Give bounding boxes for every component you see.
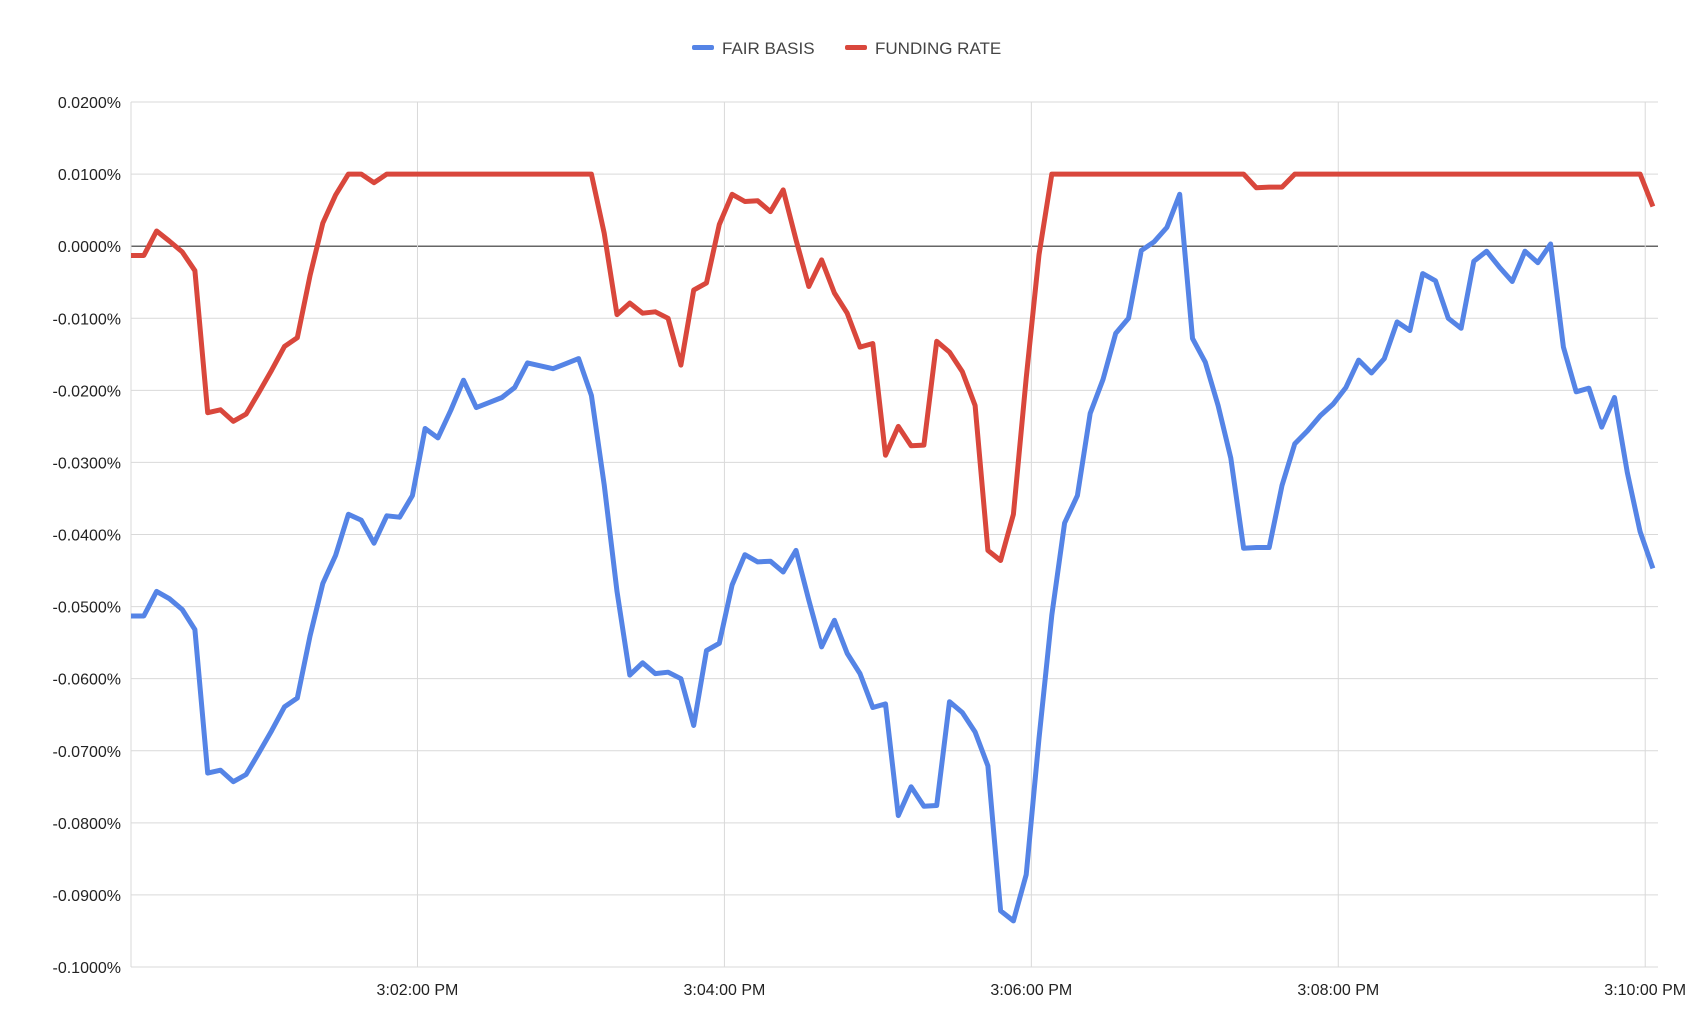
y-tick-label: -0.0800% — [53, 816, 122, 833]
y-tick-label: -0.0200% — [53, 383, 122, 400]
y-tick-label: -0.0900% — [53, 888, 122, 905]
legend: FAIR BASIS FUNDING RATE — [692, 39, 1001, 58]
y-tick-label: -0.0500% — [53, 600, 122, 617]
legend-label-funding-rate: FUNDING RATE — [875, 39, 1001, 58]
legend-swatch-fair-basis — [692, 45, 714, 50]
series-line-funding-rate[interactable] — [131, 171, 1656, 563]
series-layer — [131, 171, 1656, 924]
grid — [130, 101, 1658, 968]
y-tick-label: -0.0600% — [53, 672, 122, 689]
legend-label-fair-basis: FAIR BASIS — [722, 39, 815, 58]
y-tick-label: 0.0000% — [58, 239, 121, 256]
legend-swatch-funding-rate — [845, 45, 867, 50]
x-tick-label: 3:08:00 PM — [1297, 982, 1379, 999]
legend-item-funding-rate[interactable]: FUNDING RATE — [845, 39, 1001, 58]
legend-item-fair-basis[interactable]: FAIR BASIS — [692, 39, 815, 58]
x-tick-label: 3:04:00 PM — [683, 982, 765, 999]
y-tick-label: -0.1000% — [53, 960, 122, 977]
y-tick-label: -0.0700% — [53, 744, 122, 761]
y-tick-label: -0.0400% — [53, 528, 122, 545]
x-tick-label: 3:06:00 PM — [990, 982, 1072, 999]
y-tick-label: 0.0100% — [58, 167, 121, 184]
axes: 0.0200% 0.0100% 0.0000% -0.0100% -0.0200% -0.… — [53, 95, 1687, 999]
series-line-fair-basis[interactable] — [131, 191, 1656, 924]
y-tick-label: 0.0200% — [58, 95, 121, 112]
y-tick-label: -0.0300% — [53, 455, 122, 472]
y-tick-label: -0.0100% — [53, 311, 122, 328]
x-tick-label: 3:02:00 PM — [377, 982, 459, 999]
x-tick-label: 3:10:00 PM — [1604, 982, 1686, 999]
